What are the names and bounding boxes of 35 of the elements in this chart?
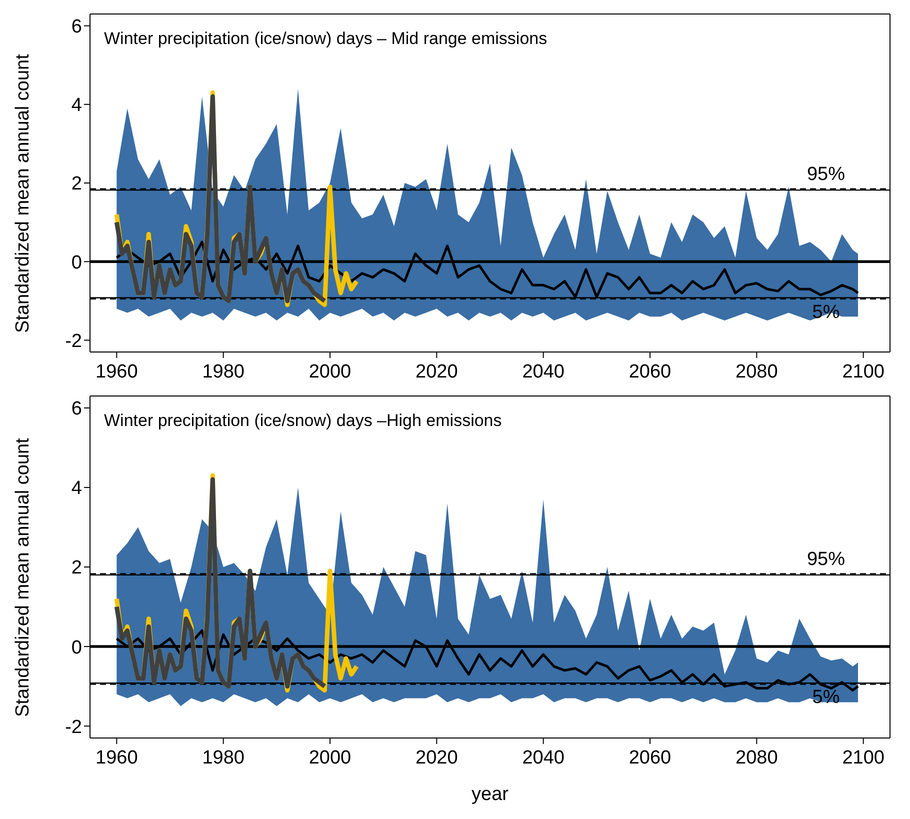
x-tick-label: 2100 [842,747,884,768]
x-tick-label: 2040 [522,747,564,768]
x-tick-label: 2020 [416,747,458,768]
x-tick-label: 1960 [96,747,138,768]
x-tick-label: 1980 [202,747,244,768]
y-tick-label: 6 [71,16,82,38]
x-axis-title: year [472,784,510,805]
y-axis-title: Standardized mean annual count [12,437,34,717]
y-tick-label: 2 [71,174,82,195]
text: Winter precipitation (ice/snow) days – Mid range emissions [104,29,548,49]
x-tick-label: 2060 [628,747,672,768]
x-tick-label: 2000 [308,361,352,382]
x-tick-label: 2100 [842,361,884,382]
x-tick-label: 1960 [96,361,138,382]
x-tick-label: 1980 [202,361,244,382]
text: Winter precipitation (ice/snow) days –High emissions [104,411,502,431]
x-tick-label: 2000 [308,747,352,768]
x-tick-label: 2080 [736,361,778,382]
y-tick-label: -2 [65,330,82,352]
y-tick-label: 0 [71,252,82,274]
x-tick-label: 2020 [416,361,458,382]
x-tick-label: 2080 [736,747,778,768]
y-tick-label: -2 [65,716,82,738]
x-tick-label: 2040 [522,361,564,382]
annotation: 95% [806,164,846,185]
y-tick-label: 6 [71,398,82,420]
y-tick-label: 2 [71,558,82,579]
annotation: 95% [806,548,846,570]
line-series [114,94,327,304]
y-tick-label: 0 [71,637,82,658]
y-axis-title: Standardized mean annual count [12,53,34,333]
line-series [114,477,327,689]
y-tick-label: 4 [71,478,82,500]
y-tick-label: 4 [71,95,82,116]
x-tick-label: 2060 [628,361,672,382]
